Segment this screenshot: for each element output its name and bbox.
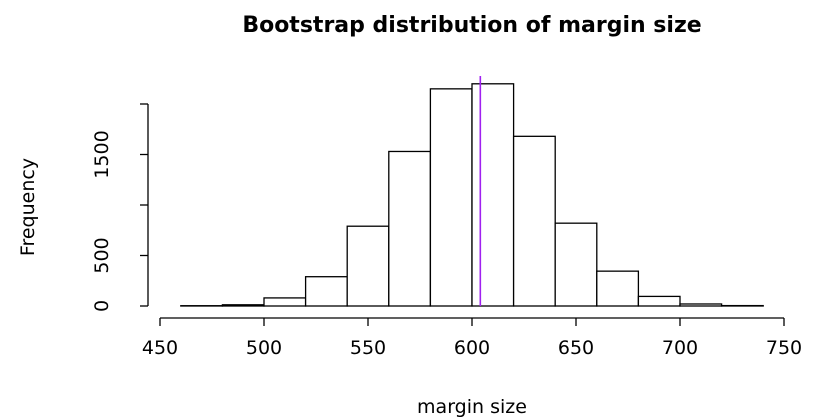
histogram-bar-9 <box>554 222 598 307</box>
histogram-bar-11 <box>637 295 681 307</box>
y-tick-label-0: 0 <box>91 300 113 312</box>
x-tick-label-1: 500 <box>246 337 282 359</box>
x-tick-label-4: 650 <box>558 337 594 359</box>
chart-title: Bootstrap distribution of margin size <box>242 13 701 38</box>
y-tick-label-3: 1500 <box>91 130 113 178</box>
y-tick-label-1: 500 <box>91 237 113 273</box>
histogram-bar-7 <box>471 83 515 307</box>
histogram-bar-10 <box>596 270 640 307</box>
histogram-bar-8 <box>512 135 556 307</box>
y-axis: 0 500 1500 <box>91 103 149 312</box>
histogram-bar-5 <box>388 150 432 307</box>
histogram-bar-6 <box>429 88 473 307</box>
histogram-bar-1 <box>221 304 265 307</box>
x-tick-label-0: 450 <box>142 337 178 359</box>
x-tick-label-5: 700 <box>662 337 698 359</box>
x-axis: 450 500 550 600 650 700 750 <box>142 317 802 359</box>
x-tick-label-2: 550 <box>350 337 386 359</box>
x-tick-label-3: 600 <box>454 337 490 359</box>
histogram-bar-2 <box>263 297 307 307</box>
x-tick-label-6: 750 <box>766 337 802 359</box>
histogram-bar-3 <box>304 276 348 307</box>
y-axis-label: Frequency <box>17 158 39 256</box>
histogram-bar-4 <box>346 225 390 307</box>
histogram-bar-12 <box>679 303 723 307</box>
histogram-bars <box>180 83 764 307</box>
x-axis-label: margin size <box>417 396 527 418</box>
